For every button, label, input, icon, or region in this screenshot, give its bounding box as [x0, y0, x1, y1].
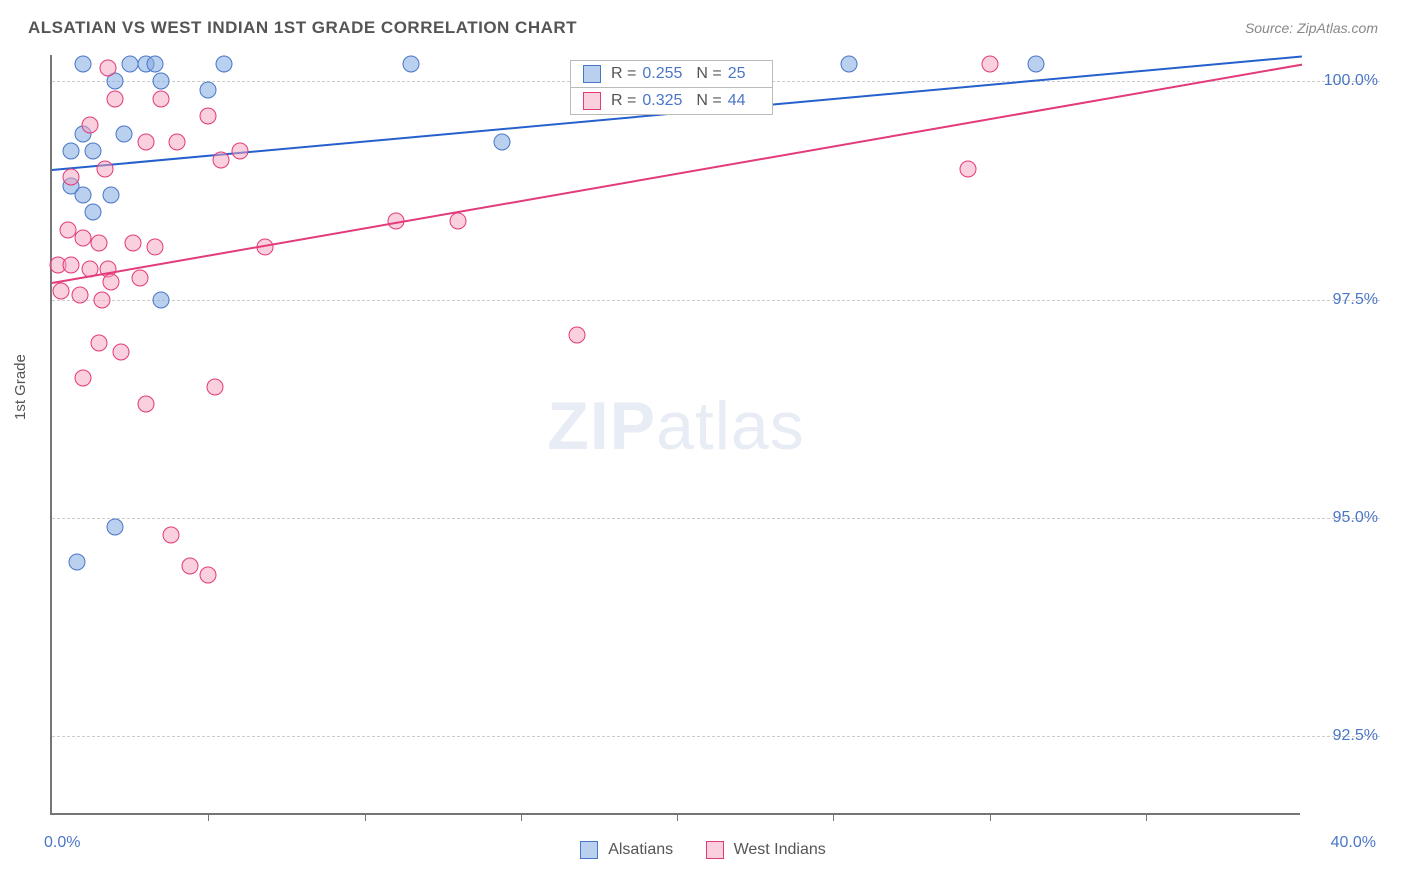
data-point [62, 143, 79, 160]
y-axis-title: 1st Grade [12, 354, 29, 420]
legend-label-alsatians: Alsatians [608, 841, 673, 859]
data-point [90, 335, 107, 352]
legend-item-westindians: West Indians [706, 841, 826, 859]
swatch-alsatians-icon [580, 841, 598, 859]
data-point [200, 81, 217, 98]
data-point [69, 553, 86, 570]
data-point [75, 230, 92, 247]
n-value-alsatians: 25 [728, 65, 746, 83]
data-point [403, 55, 420, 72]
scatter-plot: ZIPatlas 92.5%95.0%97.5%100.0% [50, 55, 1300, 815]
data-point [206, 378, 223, 395]
data-point [215, 55, 232, 72]
r-value-alsatians: 0.255 [642, 65, 682, 83]
x-tick [365, 813, 366, 821]
x-tick [521, 813, 522, 821]
swatch-westindians-icon [706, 841, 724, 859]
gridline [52, 300, 1380, 301]
data-point [75, 55, 92, 72]
data-point [153, 73, 170, 90]
data-point [75, 370, 92, 387]
data-point [231, 143, 248, 160]
gridline [52, 518, 1380, 519]
n-value-westindians: 44 [728, 92, 746, 110]
legend-row-alsatians: R =0.255 N =25 [571, 61, 772, 88]
swatch-westindians [583, 92, 601, 110]
x-tick [990, 813, 991, 821]
data-point [450, 212, 467, 229]
data-point [137, 396, 154, 413]
r-value-westindians: 0.325 [642, 92, 682, 110]
data-point [103, 186, 120, 203]
x-tick [208, 813, 209, 821]
data-point [106, 518, 123, 535]
data-point [494, 134, 511, 151]
data-point [153, 291, 170, 308]
data-point [131, 269, 148, 286]
x-tick [833, 813, 834, 821]
legend-item-alsatians: Alsatians [580, 841, 673, 859]
data-point [53, 282, 70, 299]
chart-title: ALSATIAN VS WEST INDIAN 1ST GRADE CORREL… [28, 18, 577, 38]
legend-label-westindians: West Indians [734, 841, 826, 859]
data-point [147, 55, 164, 72]
data-point [840, 55, 857, 72]
y-tick-label: 95.0% [1308, 509, 1378, 527]
data-point [153, 90, 170, 107]
series-legend: Alsatians West Indians [0, 841, 1406, 864]
data-point [122, 55, 139, 72]
data-point [162, 527, 179, 544]
data-point [112, 344, 129, 361]
data-point [103, 274, 120, 291]
legend-row-westindians: R =0.325 N =44 [571, 88, 772, 114]
x-tick [1146, 813, 1147, 821]
data-point [115, 125, 132, 142]
data-point [94, 291, 111, 308]
correlation-legend: R =0.255 N =25 R =0.325 N =44 [570, 60, 773, 115]
source-label: Source: ZipAtlas.com [1245, 20, 1378, 36]
data-point [106, 90, 123, 107]
data-point [147, 239, 164, 256]
gridline [52, 736, 1380, 737]
x-tick [677, 813, 678, 821]
y-tick-label: 92.5% [1308, 727, 1378, 745]
data-point [62, 256, 79, 273]
y-tick-label: 97.5% [1308, 291, 1378, 309]
data-point [569, 326, 586, 343]
data-point [959, 160, 976, 177]
data-point [62, 169, 79, 186]
y-tick-label: 100.0% [1308, 72, 1378, 90]
data-point [75, 186, 92, 203]
data-point [59, 221, 76, 238]
data-point [212, 151, 229, 168]
data-point [200, 108, 217, 125]
data-point [100, 60, 117, 77]
data-point [97, 160, 114, 177]
data-point [137, 134, 154, 151]
watermark: ZIPatlas [547, 387, 804, 465]
data-point [81, 116, 98, 133]
data-point [181, 558, 198, 575]
data-point [169, 134, 186, 151]
data-point [1028, 55, 1045, 72]
data-point [84, 204, 101, 221]
data-point [84, 143, 101, 160]
data-point [72, 287, 89, 304]
swatch-alsatians [583, 65, 601, 83]
data-point [981, 55, 998, 72]
data-point [90, 234, 107, 251]
data-point [125, 234, 142, 251]
data-point [200, 566, 217, 583]
